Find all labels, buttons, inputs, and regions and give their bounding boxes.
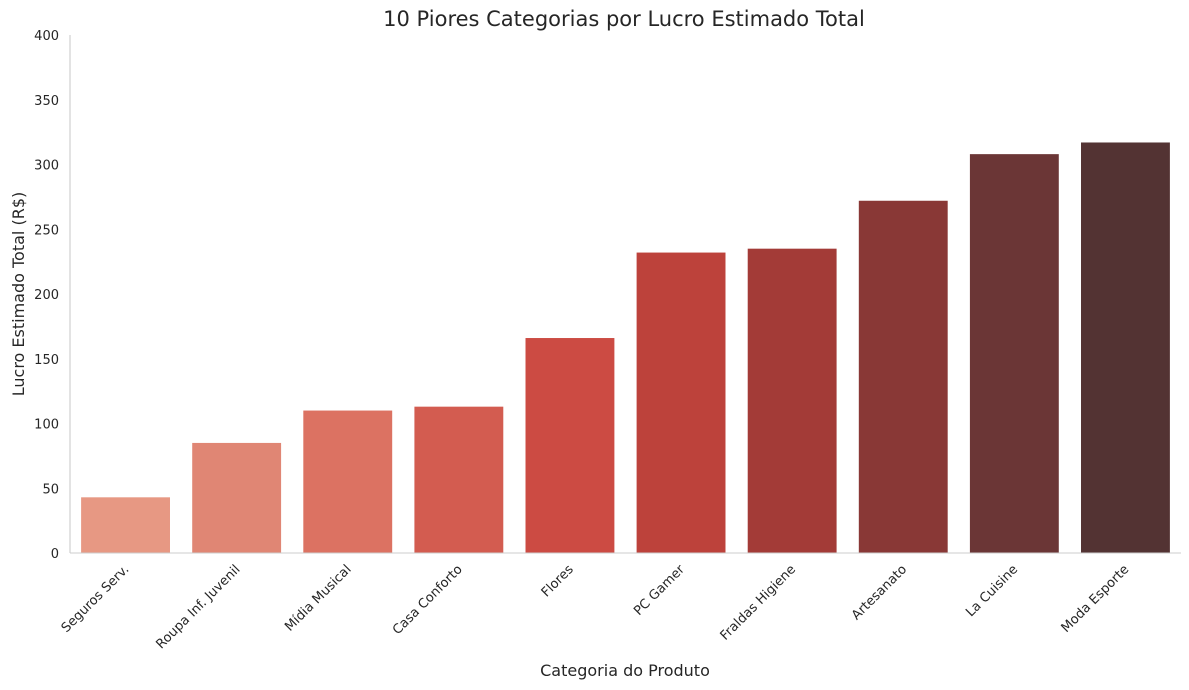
bar-midia-musical [303,410,393,553]
bar-moda-esporte [1081,142,1170,554]
x-tick-label: Fraldas Higiene [718,562,799,643]
x-tick-label: La Cuisine [963,562,1021,620]
bar-artesanato [858,200,948,553]
bar-pc-gamer [636,252,726,553]
bars-group [81,142,1170,554]
x-tick-label: Artesanato [849,562,910,623]
bar-roupa-inf-juvenil [192,442,282,553]
y-tick-label: 0 [51,547,59,562]
y-tick-label: 300 [34,159,59,174]
chart-title: 10 Piores Categorias por Lucro Estimado … [383,7,865,31]
x-axis-label: Categoria do Produto [540,661,710,680]
y-tick-label: 50 [42,482,59,497]
x-tick-label: Mídia Musical [282,562,354,634]
y-tick-label: 100 [34,418,59,433]
x-tick-label: PC Gamer [631,562,688,619]
x-tick-label: Flores [539,562,577,600]
x-tick-label: Roupa Inf. Juvenil [154,562,244,652]
bar-flores [525,338,615,553]
y-tick-label: 250 [34,223,59,238]
y-tick-label: 350 [34,94,59,109]
y-tick-label: 150 [34,353,59,368]
y-tick-label: 400 [34,29,59,44]
y-axis-label: Lucro Estimado Total (R$) [9,192,28,397]
x-tick-label: Moda Esporte [1059,562,1133,636]
bar-seguros-serv [81,497,170,553]
x-tick-label: Seguros Serv. [59,562,133,636]
y-axis-ticks: 0 50 100 150 200 250 300 350 400 [34,29,59,562]
bar-casa-conforto [414,406,504,553]
bar-la-cuisine [969,154,1059,553]
x-tick-label: Casa Conforto [390,562,466,638]
bar-fraldas-higiene [747,248,837,554]
y-tick-label: 200 [34,288,59,303]
x-axis-ticks: Seguros Serv. Roupa Inf. Juvenil Mídia Mus… [59,562,1132,652]
